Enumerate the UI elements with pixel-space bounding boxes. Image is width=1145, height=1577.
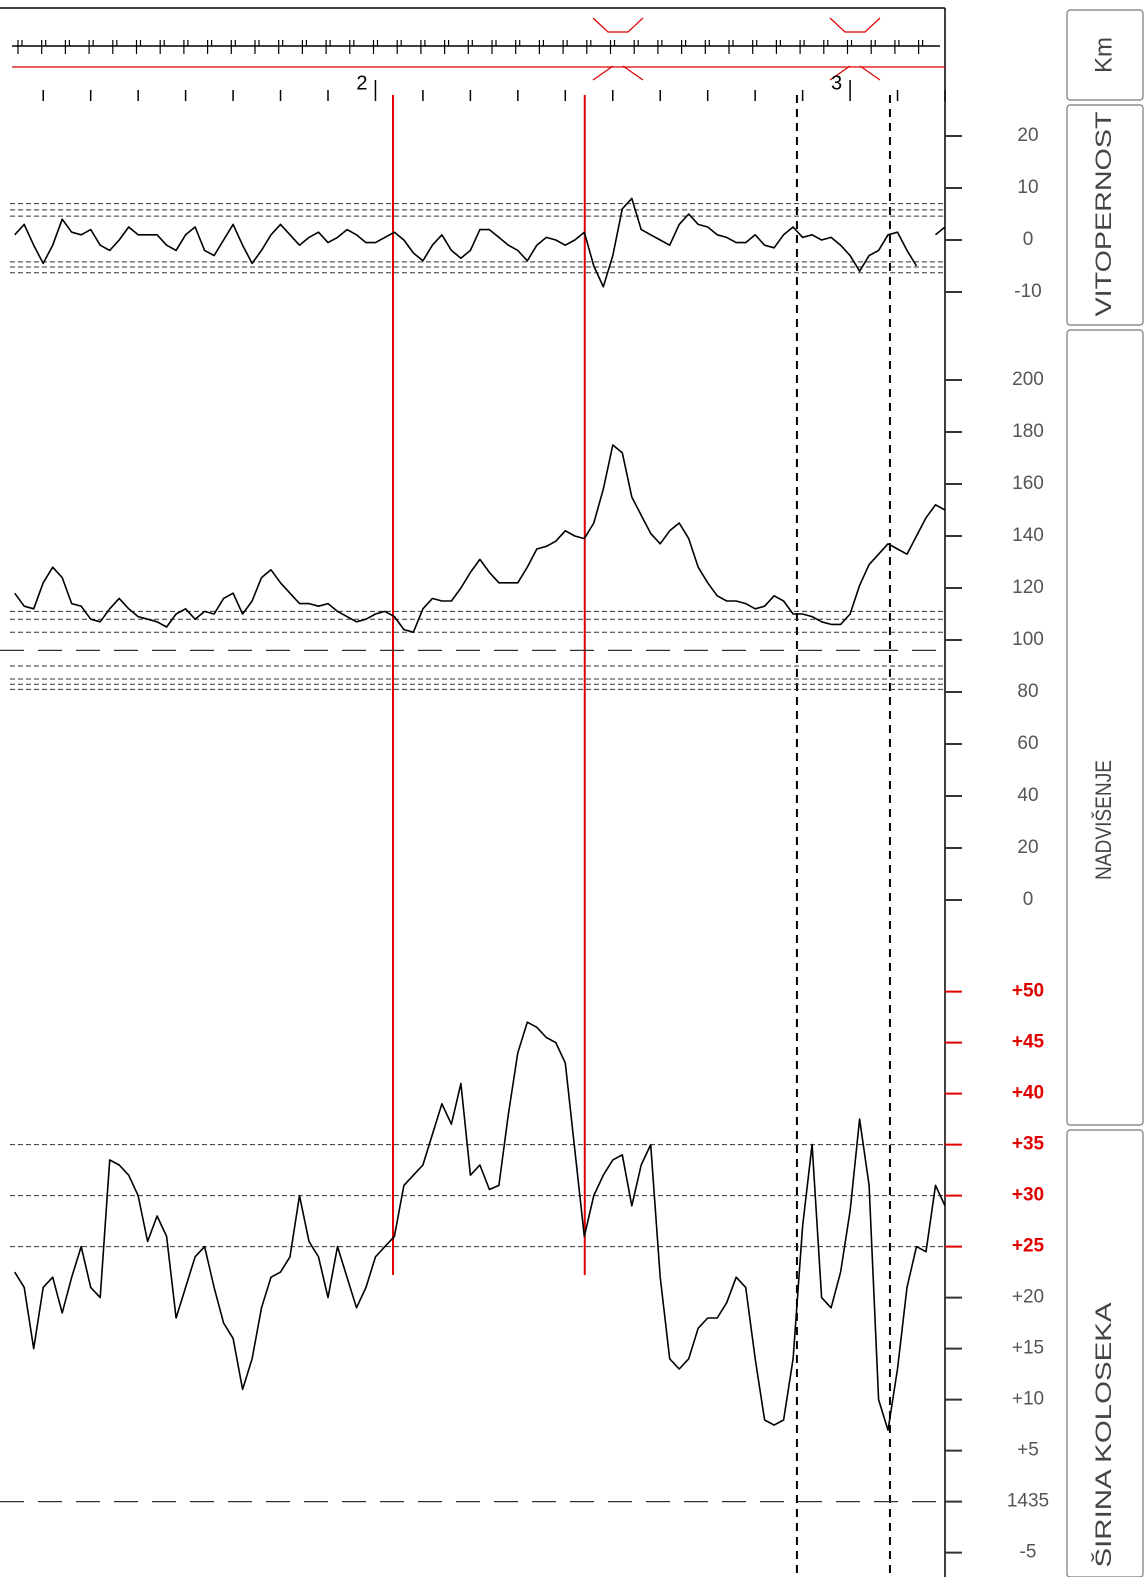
switch-symbol (592, 65, 644, 81)
y-tick-label: +5 (1017, 1440, 1039, 1461)
y-tick-label: +25 (1012, 1236, 1045, 1257)
panel-label: VITOPERNOST (1091, 112, 1116, 317)
y-tick-label: 1435 (1007, 1491, 1049, 1512)
data-line (934, 226, 946, 236)
y-tick-label: 180 (1012, 421, 1044, 442)
y-tick-label: +45 (1012, 1032, 1045, 1053)
km-tick-label: 2 (356, 72, 367, 94)
y-tick-label: 20 (1017, 837, 1038, 858)
switch-symbol (829, 17, 881, 33)
panel-label: Km (1090, 37, 1117, 73)
switch-symbol (592, 17, 644, 33)
data-line (14, 1021, 946, 1431)
y-tick-label: 140 (1012, 525, 1044, 546)
y-tick-label: 20 (1017, 125, 1038, 146)
data-line (14, 444, 946, 633)
y-tick-label: +50 (1012, 981, 1044, 1002)
label-box (1066, 9, 1144, 101)
y-tick-label: +10 (1012, 1389, 1044, 1410)
y-tick-label: +30 (1012, 1185, 1044, 1206)
panel-label: NADVIŠENJE (1091, 760, 1116, 880)
y-tick-label: 160 (1012, 473, 1044, 494)
y-tick-label: -5 (1020, 1542, 1037, 1563)
label-box (1066, 329, 1144, 1126)
y-tick-label: 0 (1023, 889, 1034, 910)
y-tick-label: +20 (1012, 1287, 1044, 1308)
y-tick-label: 120 (1012, 577, 1044, 598)
panel-label: ŠIRINA KOLOSEKA (1091, 1302, 1116, 1567)
label-box (1066, 104, 1144, 326)
label-box (1066, 1129, 1144, 1577)
data-line (14, 197, 918, 288)
y-tick-label: +40 (1012, 1083, 1044, 1104)
y-tick-label: 200 (1012, 369, 1044, 390)
y-tick-label: 80 (1017, 681, 1038, 702)
km-tick-label: 3 (831, 72, 842, 94)
y-tick-label: 60 (1017, 733, 1038, 754)
y-tick-label: -10 (1014, 281, 1041, 302)
y-tick-label: +15 (1012, 1338, 1044, 1359)
y-tick-label: 100 (1012, 629, 1044, 650)
switch-symbol (829, 65, 881, 81)
y-tick-label: 40 (1017, 785, 1038, 806)
y-tick-label: 0 (1023, 229, 1034, 250)
y-tick-label: +35 (1012, 1134, 1045, 1155)
y-tick-label: 10 (1017, 177, 1038, 198)
